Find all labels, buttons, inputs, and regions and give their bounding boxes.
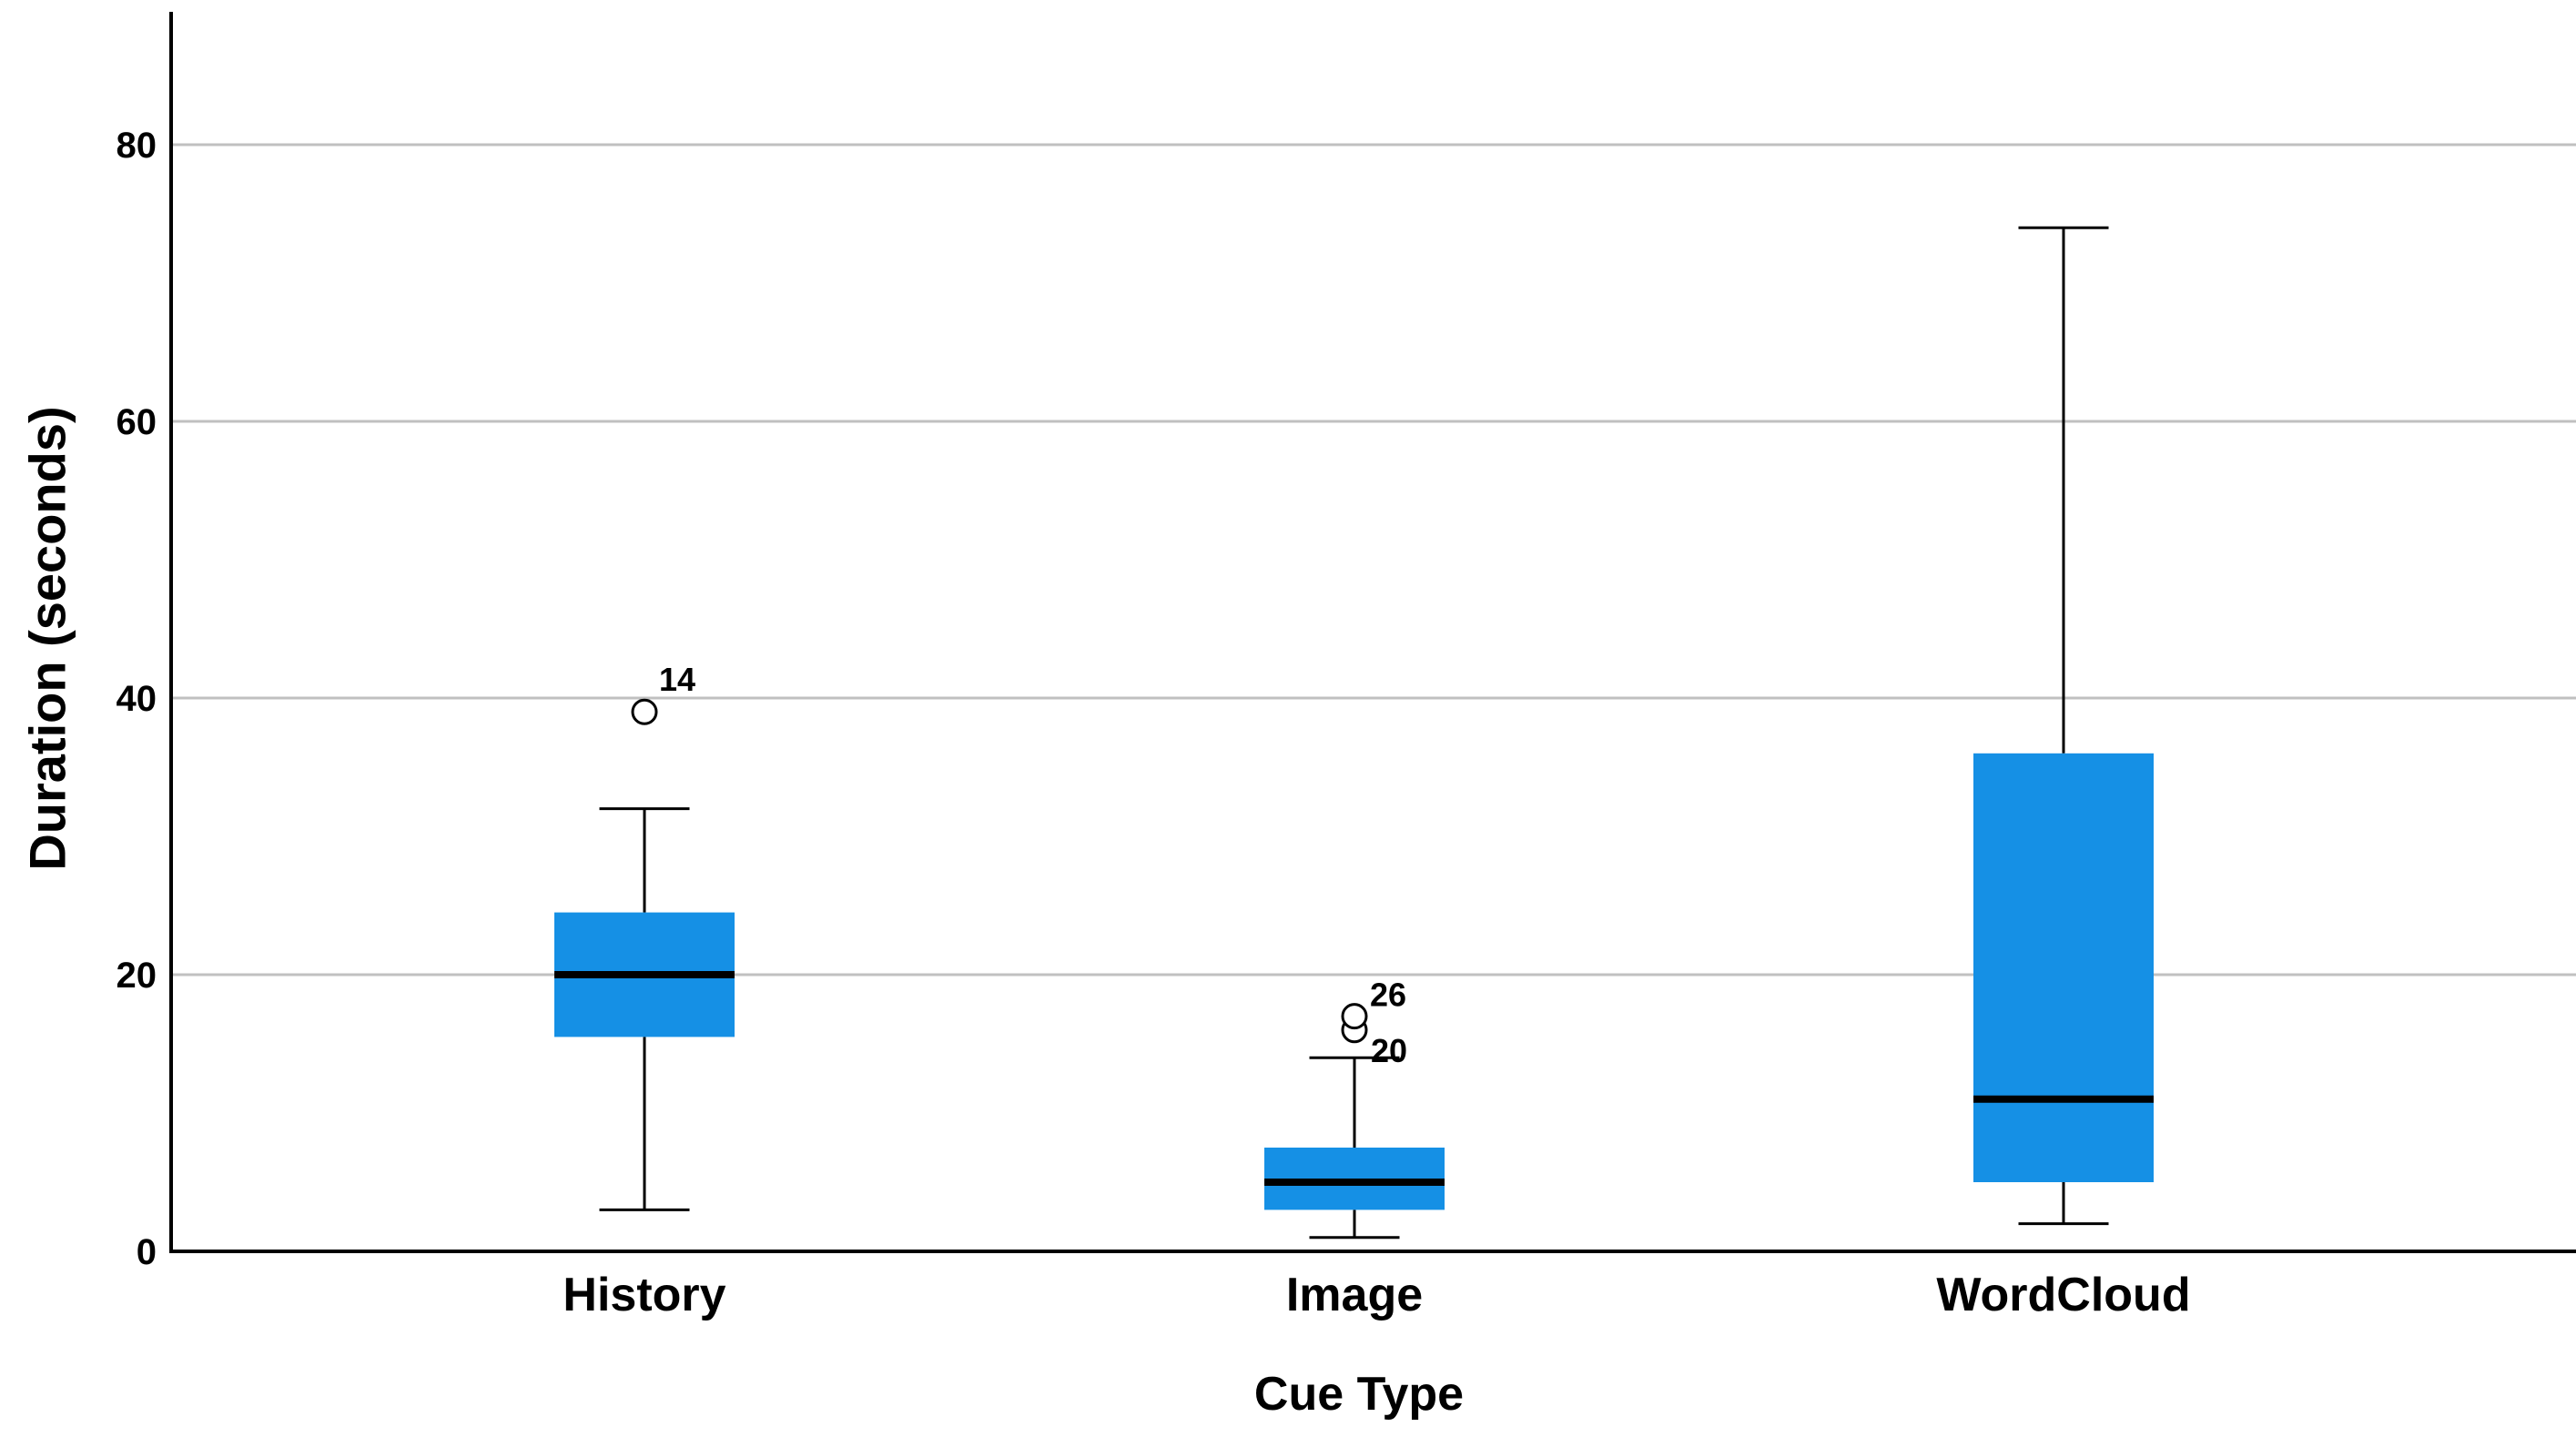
y-tick-label-20: 20	[117, 956, 157, 996]
iqr-box-wordcloud	[1973, 753, 2154, 1182]
x-axis-title: Cue Type	[1253, 1368, 1465, 1421]
outlier-label-image-26: 26	[1370, 977, 1406, 1014]
x-tick-label-image: Image	[1286, 1269, 1423, 1321]
x-tick-label-wordcloud: WordCloud	[1936, 1269, 2190, 1321]
y-axis-title: Duration (seconds)	[18, 406, 76, 871]
y-tick-label-80: 80	[117, 126, 157, 166]
outlier-point-image-26	[1341, 1003, 1368, 1030]
outlier-point-history-14	[631, 698, 658, 725]
y-tick-label-40: 40	[117, 679, 157, 719]
x-tick-label-history: History	[563, 1269, 725, 1321]
outlier-label-history-14: 14	[659, 661, 695, 698]
outlier-label-image-20: 20	[1371, 1032, 1407, 1069]
y-tick-label-0: 0	[137, 1232, 157, 1272]
y-tick-label-60: 60	[117, 402, 157, 442]
